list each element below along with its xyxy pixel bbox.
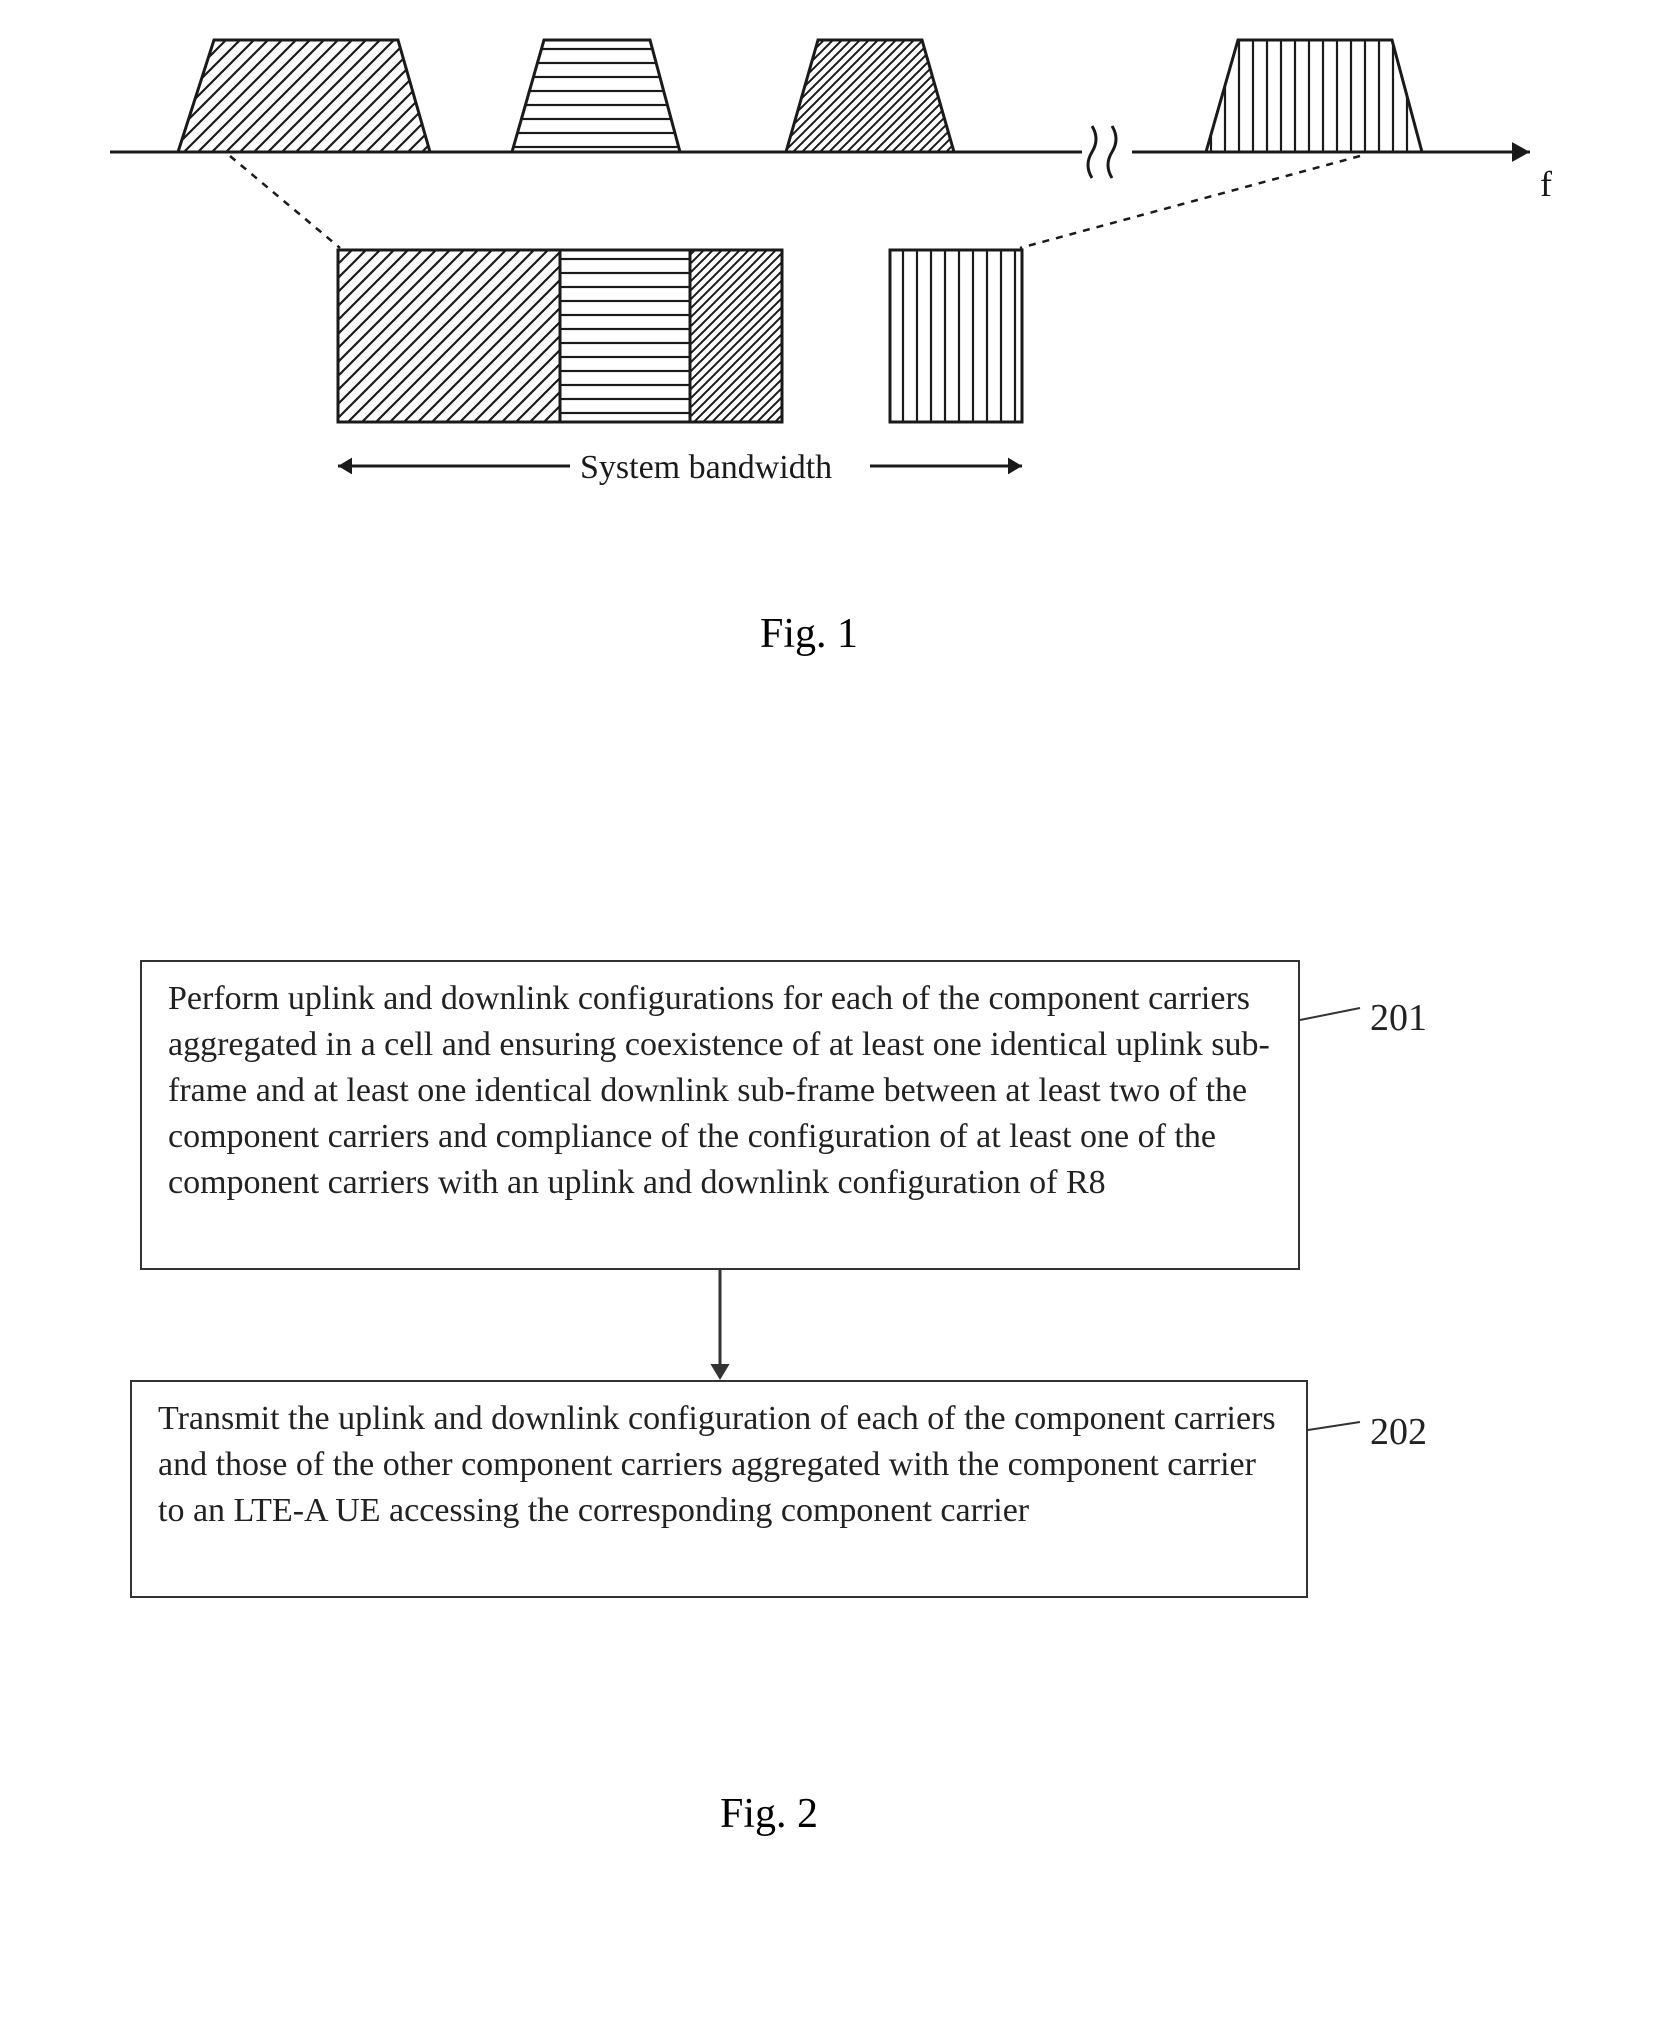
- fig2-step2-label: 202: [1370, 1410, 1427, 1454]
- fig1-system-bandwidth-label: System bandwidth: [580, 449, 832, 486]
- fig1-carrier-trapezoid: [1206, 40, 1422, 152]
- fig2-step1-label: 201: [1370, 996, 1427, 1040]
- fig1-bandwidth-rect: [890, 250, 1022, 422]
- fig1-bandwidth-rect: [690, 250, 782, 422]
- fig2-caption: Fig. 2: [720, 1790, 818, 1838]
- fig2-step1-box: Perform uplink and downlink configuratio…: [140, 960, 1300, 1270]
- fig1-axis-label: f: [1540, 164, 1552, 204]
- fig1-bandwidth-rect: [560, 250, 690, 422]
- fig1-caption: Fig. 1: [760, 610, 858, 658]
- fig2-step1-text: Perform uplink and downlink configuratio…: [168, 980, 1270, 1201]
- fig2-step2-box: Transmit the uplink and downlink configu…: [130, 1380, 1308, 1598]
- fig1-svg: f System bandwidth: [0, 0, 1658, 560]
- fig2-step2-text: Transmit the uplink and downlink configu…: [158, 1400, 1276, 1529]
- fig1-carrier-trapezoid: [178, 40, 430, 152]
- figure1: fSystem bandwidth Fig. 1: [0, 0, 1658, 650]
- fig1-carrier-trapezoid: [512, 40, 680, 152]
- fig1-carrier-trapezoid: [786, 40, 954, 152]
- fig1-bandwidth-rect: [338, 250, 560, 422]
